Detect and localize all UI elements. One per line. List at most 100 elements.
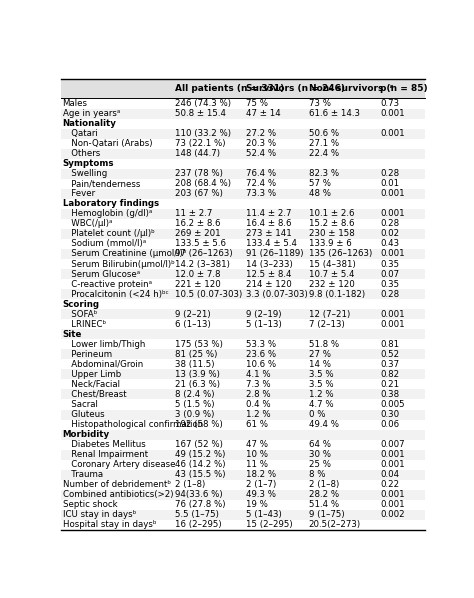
Text: 51.8 %: 51.8 %: [309, 340, 339, 349]
Bar: [61, 108, 425, 118]
Text: Non-Qatari (Arabs): Non-Qatari (Arabs): [63, 139, 152, 148]
Text: 38 (11.5): 38 (11.5): [174, 360, 214, 369]
Text: Fever: Fever: [63, 190, 95, 199]
Text: 82.3 %: 82.3 %: [309, 169, 339, 178]
Bar: [61, 420, 425, 429]
Text: 52.4 %: 52.4 %: [246, 149, 276, 158]
Text: Procalcitonin (<24 h)ᵇᶜ: Procalcitonin (<24 h)ᵇᶜ: [63, 289, 168, 298]
Text: 0.38: 0.38: [380, 390, 400, 399]
Text: 61 %: 61 %: [246, 420, 268, 429]
Text: 246 (74.3 %): 246 (74.3 %): [174, 99, 230, 108]
Bar: [61, 118, 425, 129]
Bar: [61, 389, 425, 399]
Bar: [61, 209, 425, 219]
Text: 21 (6.3 %): 21 (6.3 %): [174, 380, 219, 389]
Text: 3 (0.9 %): 3 (0.9 %): [174, 410, 214, 419]
Text: Abdominal/Groin: Abdominal/Groin: [63, 360, 143, 369]
Text: 0 %: 0 %: [309, 410, 325, 419]
Text: Pain/tenderness: Pain/tenderness: [63, 179, 140, 188]
Text: 15.2 ± 8.6: 15.2 ± 8.6: [309, 219, 354, 228]
Text: Sacral: Sacral: [63, 400, 98, 409]
Text: Swelling: Swelling: [63, 169, 107, 178]
Text: 110 (33.2 %): 110 (33.2 %): [174, 129, 230, 138]
Text: 28.2 %: 28.2 %: [309, 490, 339, 499]
Text: 73.3 %: 73.3 %: [246, 190, 276, 199]
Text: 20.3 %: 20.3 %: [246, 139, 276, 148]
Bar: [61, 129, 425, 139]
Bar: [61, 399, 425, 410]
Text: 16.2 ± 8.6: 16.2 ± 8.6: [174, 219, 220, 228]
Text: 76.4 %: 76.4 %: [246, 169, 276, 178]
Text: 133.5 ± 5.6: 133.5 ± 5.6: [174, 239, 226, 248]
Text: 3.5 %: 3.5 %: [309, 370, 333, 379]
Bar: [61, 179, 425, 189]
Text: 13 (3.9 %): 13 (3.9 %): [174, 370, 219, 379]
Text: 4.7 %: 4.7 %: [309, 400, 333, 409]
Text: Serum Creatinine (µmol/l)ᵇ: Serum Creatinine (µmol/l)ᵇ: [63, 249, 186, 258]
Text: Survivors (n = 246): Survivors (n = 246): [246, 84, 345, 93]
Text: Site: Site: [63, 329, 82, 338]
Text: 1.2 %: 1.2 %: [309, 390, 333, 399]
Text: 237 (78 %): 237 (78 %): [174, 169, 222, 178]
Text: 0.001: 0.001: [380, 209, 405, 218]
Text: 61.6 ± 14.3: 61.6 ± 14.3: [309, 109, 360, 118]
Text: 48 %: 48 %: [309, 190, 331, 199]
Text: 0.21: 0.21: [380, 380, 400, 389]
Text: ICU stay in daysᵇ: ICU stay in daysᵇ: [63, 510, 136, 520]
Text: 12.5 ± 8.4: 12.5 ± 8.4: [246, 270, 292, 279]
Text: 0.001: 0.001: [380, 249, 405, 258]
Text: Symptoms: Symptoms: [63, 159, 114, 168]
Text: 9 (2–21): 9 (2–21): [174, 310, 210, 319]
Text: 14 %: 14 %: [309, 360, 331, 369]
Text: 11 %: 11 %: [246, 460, 268, 469]
Text: 47 %: 47 %: [246, 440, 268, 449]
Bar: [61, 189, 425, 199]
Bar: [61, 149, 425, 158]
Text: p ᵃ: p ᵃ: [380, 84, 394, 93]
Text: 25 %: 25 %: [309, 460, 331, 469]
Bar: [61, 169, 425, 179]
Text: 8 %: 8 %: [309, 470, 325, 479]
Text: 0.35: 0.35: [380, 280, 400, 289]
Bar: [61, 469, 425, 480]
Text: 0.43: 0.43: [380, 239, 400, 248]
Text: 10 %: 10 %: [246, 450, 268, 459]
Text: 9 (2–19): 9 (2–19): [246, 310, 282, 319]
Text: 0.30: 0.30: [380, 410, 400, 419]
Text: 0.001: 0.001: [380, 129, 405, 138]
Bar: [61, 259, 425, 269]
Text: WBC(/µl)ᵃ: WBC(/µl)ᵃ: [63, 219, 112, 228]
Bar: [61, 319, 425, 329]
Text: 3.5 %: 3.5 %: [309, 380, 333, 389]
Bar: [61, 460, 425, 469]
Text: 15 (2–295): 15 (2–295): [246, 520, 293, 529]
Text: SOFAᵇ: SOFAᵇ: [63, 310, 97, 319]
Text: 167 (52 %): 167 (52 %): [174, 440, 222, 449]
Text: 47 ± 14: 47 ± 14: [246, 109, 281, 118]
Text: 49.4 %: 49.4 %: [309, 420, 339, 429]
Text: Nationality: Nationality: [63, 119, 117, 128]
Text: 73 (22.1 %): 73 (22.1 %): [174, 139, 225, 148]
Text: 51.4 %: 51.4 %: [309, 501, 339, 509]
Text: 175 (53 %): 175 (53 %): [174, 340, 222, 349]
Text: 7 (2–13): 7 (2–13): [309, 320, 345, 329]
Bar: [61, 410, 425, 420]
Text: Morbidity: Morbidity: [63, 430, 109, 439]
Text: 0.4 %: 0.4 %: [246, 400, 271, 409]
Text: 0.005: 0.005: [380, 400, 405, 409]
Text: Neck/Facial: Neck/Facial: [63, 380, 119, 389]
Text: 0.35: 0.35: [380, 260, 400, 269]
Bar: [61, 158, 425, 169]
Text: C-reactive proteinᵃ: C-reactive proteinᵃ: [63, 280, 152, 289]
Text: 0.28: 0.28: [380, 289, 400, 298]
Bar: [61, 99, 425, 108]
Text: 148 (44.7): 148 (44.7): [174, 149, 219, 158]
Text: 0.06: 0.06: [380, 420, 400, 429]
Text: 0.007: 0.007: [380, 440, 405, 449]
Text: 27.2 %: 27.2 %: [246, 129, 276, 138]
Text: 76 (27.8 %): 76 (27.8 %): [174, 501, 225, 509]
Text: Scoring: Scoring: [63, 300, 100, 309]
Text: 273 ± 141: 273 ± 141: [246, 230, 292, 239]
Bar: [61, 379, 425, 389]
Bar: [61, 480, 425, 490]
